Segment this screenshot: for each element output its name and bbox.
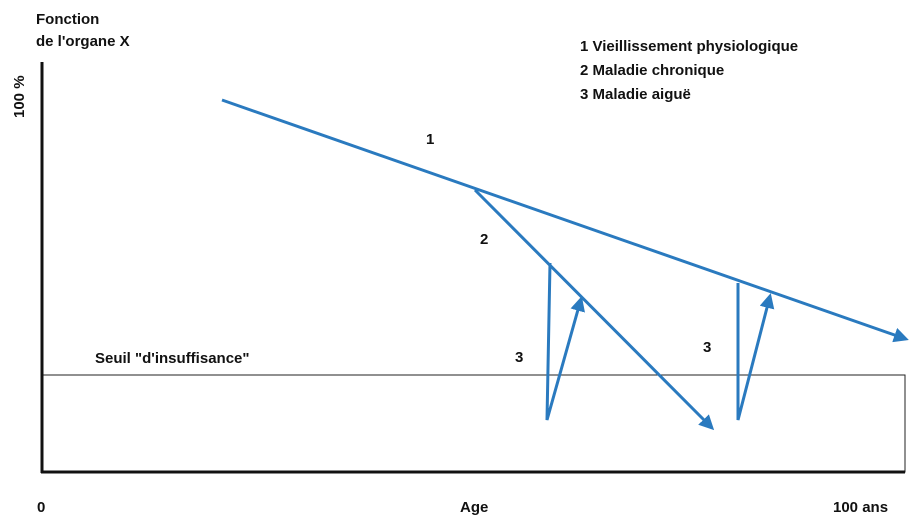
legend-item: 1 Vieillissement physiologique [580,38,798,55]
curve-label: 3 [703,339,711,356]
curve-label: 3 [515,349,523,366]
y-axis-title: de l'organe X [36,33,130,50]
curve-label: 1 [426,131,434,148]
x-axis-end: 100 ans [833,499,888,516]
threshold-label: Seuil "d'insuffisance" [95,350,250,367]
chronic-disease-line [473,188,715,431]
y-axis-top-label: 100 % [11,75,28,118]
physiological-aging-line [221,98,909,343]
x-axis-title: Age [460,499,488,516]
acute-disease-arrow [736,283,775,421]
acute-disease-arrow [545,262,585,421]
y-axis-title: Fonction [36,11,99,28]
legend-item: 3 Maladie aiguë [580,86,691,103]
legend-item: 2 Maladie chronique [580,62,724,79]
curve-label: 2 [480,231,488,248]
x-axis-start: 0 [37,499,45,516]
